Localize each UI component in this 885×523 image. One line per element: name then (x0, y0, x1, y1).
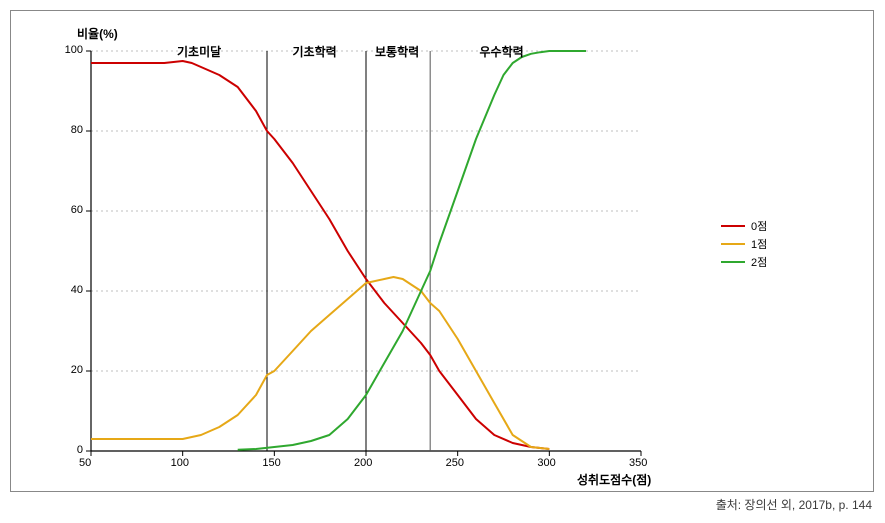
x-tick-300: 300 (537, 457, 555, 469)
legend-item-0: 0점 (721, 218, 767, 234)
region-label-1: 기초학력 (293, 43, 337, 60)
y-tick-80: 80 (61, 124, 83, 136)
legend-item-2: 2점 (721, 254, 767, 270)
x-axis-label: 성취도점수(점) (577, 471, 651, 488)
legend-label-0: 0점 (751, 218, 767, 234)
region-label-2: 보통학력 (375, 43, 419, 60)
x-tick-100: 100 (171, 457, 189, 469)
x-tick-150: 150 (262, 457, 280, 469)
legend-label-1: 1점 (751, 236, 767, 252)
y-tick-100: 100 (61, 44, 83, 56)
y-tick-60: 60 (61, 204, 83, 216)
chart-frame: 비율(%) 성취도점수(점) 0 20 40 60 80 100 50 100 150 200 250 3… (10, 10, 874, 492)
legend-label-2: 2점 (751, 254, 767, 270)
legend-swatch-1 (721, 243, 745, 245)
legend: 0점 1점 2점 (721, 216, 767, 272)
legend-swatch-0 (721, 225, 745, 227)
legend-item-1: 1점 (721, 236, 767, 252)
source-citation: 출처: 장의선 외, 2017b, p. 144 (10, 496, 872, 513)
legend-swatch-2 (721, 261, 745, 263)
x-tick-350: 350 (629, 457, 647, 469)
x-tick-200: 200 (354, 457, 372, 469)
y-tick-20: 20 (61, 364, 83, 376)
y-tick-40: 40 (61, 284, 83, 296)
y-axis-label: 비율(%) (77, 25, 118, 42)
region-label-3: 우수학력 (480, 43, 524, 60)
y-tick-0: 0 (61, 444, 83, 456)
region-label-0: 기초미달 (177, 43, 221, 60)
x-tick-250: 250 (446, 457, 464, 469)
x-tick-50: 50 (79, 457, 91, 469)
